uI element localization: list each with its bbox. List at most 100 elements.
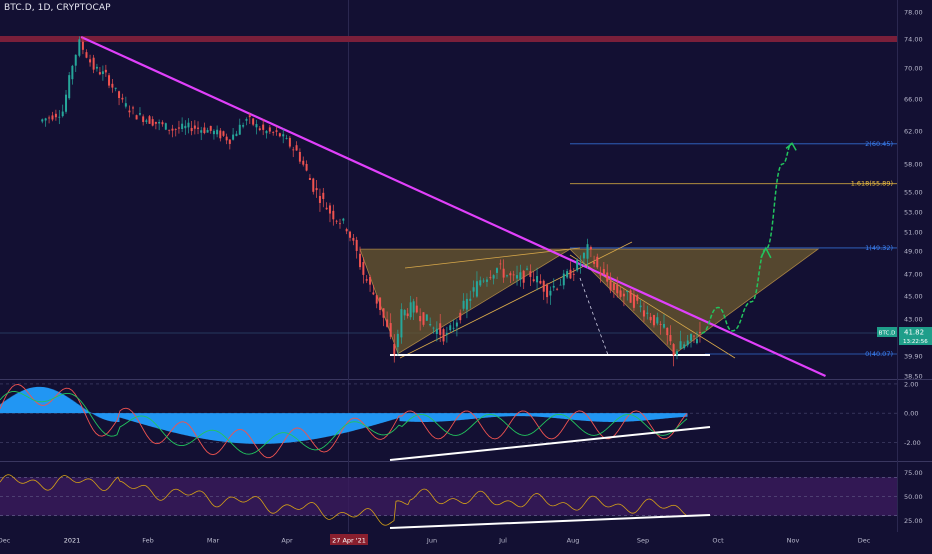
candle — [177, 127, 180, 129]
candle — [593, 261, 596, 264]
candle — [683, 344, 686, 349]
candle — [345, 229, 348, 232]
candle — [372, 292, 375, 295]
candle — [393, 343, 396, 355]
candle — [609, 280, 612, 291]
candle — [599, 273, 602, 276]
rsi-tick-label: 25.00 — [904, 517, 923, 525]
candle — [469, 298, 472, 301]
candle — [168, 129, 171, 131]
time-tick-label: Apr — [281, 537, 293, 545]
candle — [352, 237, 355, 241]
candle — [646, 312, 649, 314]
candle — [536, 276, 539, 283]
price-tick-label: 45.00 — [904, 293, 923, 301]
price-tick-label: 39.90 — [904, 353, 923, 361]
price-badge-countdown: 13:22:56 — [903, 339, 928, 345]
candle — [54, 113, 57, 118]
candle — [502, 268, 505, 278]
candle — [335, 220, 338, 222]
candle — [432, 327, 435, 329]
candle — [209, 125, 212, 131]
candle — [522, 270, 525, 283]
candle — [639, 305, 642, 308]
candle — [619, 290, 622, 297]
time-tick-label: Jun — [426, 537, 437, 545]
candle — [489, 277, 492, 279]
candle — [449, 325, 452, 331]
rsi-tick-label: 75.00 — [904, 469, 923, 477]
candle — [516, 275, 519, 279]
candle — [219, 130, 222, 139]
candle — [435, 328, 438, 335]
candle — [288, 137, 291, 147]
candle — [539, 280, 542, 284]
candle — [135, 115, 138, 120]
price-tick-label: 51.00 — [904, 229, 923, 237]
candle — [690, 334, 693, 341]
candle — [365, 279, 368, 281]
candle — [68, 75, 71, 99]
candle — [445, 333, 448, 335]
dashed-guide — [579, 277, 609, 356]
candle — [138, 113, 141, 115]
price-badge — [899, 327, 932, 345]
candle — [579, 263, 582, 266]
candle — [48, 117, 51, 119]
date-cursor-badge — [330, 534, 368, 545]
time-tick-label: Oct — [712, 537, 724, 545]
candle — [114, 87, 117, 89]
price-badge-value: 41.82 — [904, 329, 924, 337]
candle — [181, 123, 184, 129]
candle — [455, 322, 458, 327]
date-cursor-label: 27 Apr '21 — [332, 537, 366, 545]
candle — [425, 314, 428, 321]
fib-level-label: 0(40.07) — [865, 350, 893, 358]
candle — [65, 94, 68, 112]
candle — [692, 335, 695, 337]
candle — [552, 285, 555, 288]
candle — [666, 327, 669, 336]
candle — [295, 145, 298, 151]
candle — [206, 130, 209, 133]
price-tick-label: 78.00 — [904, 9, 923, 17]
price-tick-label: 55.00 — [904, 189, 923, 197]
candle — [499, 263, 502, 265]
candle — [632, 294, 635, 308]
candle — [71, 65, 74, 80]
candle — [586, 244, 589, 259]
candle — [78, 39, 81, 56]
time-tick-label: Dec — [858, 537, 871, 545]
candle — [572, 273, 575, 275]
candle — [248, 115, 251, 118]
candle — [419, 316, 422, 322]
candle — [154, 121, 157, 124]
candle — [193, 125, 196, 129]
descending-trendline — [80, 35, 826, 378]
candle — [148, 116, 151, 124]
candle — [252, 118, 255, 125]
price-tick-label: 62.00 — [904, 128, 923, 136]
candle — [412, 301, 415, 313]
candle — [519, 272, 522, 280]
time-tick-label: Feb — [142, 537, 154, 545]
candle — [642, 310, 645, 317]
candle — [128, 110, 131, 113]
candle — [495, 268, 498, 273]
candle — [268, 127, 271, 132]
resistance-band — [0, 36, 897, 42]
candle — [509, 273, 512, 276]
fib-level-label: 2(60.45) — [865, 140, 893, 148]
fib-level-label: 1.618(55.89) — [851, 180, 893, 188]
projection-arrow — [760, 246, 772, 259]
candle — [298, 151, 301, 162]
candle — [111, 83, 114, 88]
candle — [184, 125, 187, 129]
candle — [452, 327, 455, 329]
candle — [275, 130, 278, 132]
candle — [124, 103, 127, 107]
candle — [305, 163, 308, 171]
candle — [485, 279, 488, 282]
